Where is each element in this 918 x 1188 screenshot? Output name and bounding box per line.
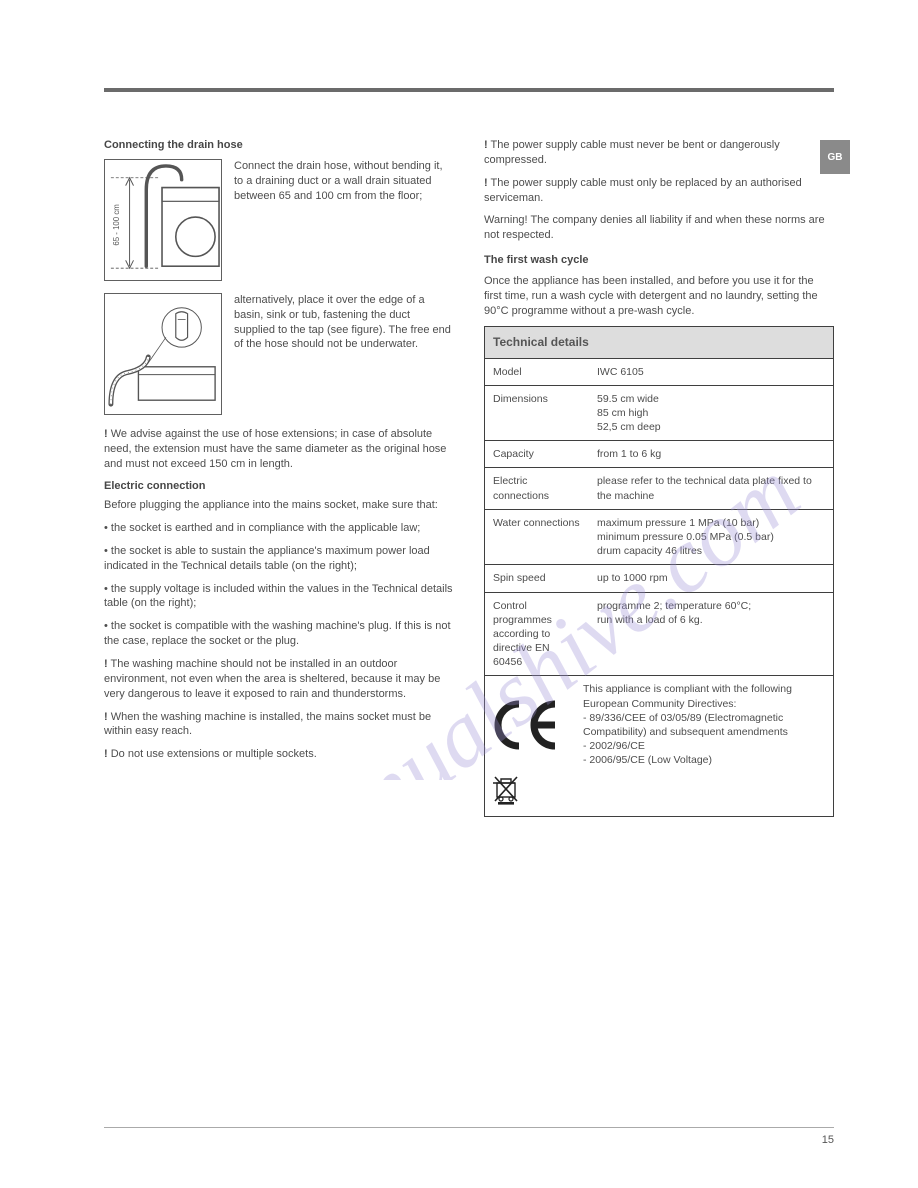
table-key: Water connections — [485, 510, 589, 565]
language-tab: GB — [820, 140, 850, 174]
elec-bullet-2: • the supply voltage is included within … — [104, 582, 454, 612]
warn-extension-text: We advise against the use of hose extens… — [104, 428, 446, 470]
height-label: 65 - 100 cm — [112, 204, 121, 246]
table-val: 59.5 cm wide 85 cm high 52,5 cm deep — [589, 386, 833, 441]
ce-mark-icon — [493, 698, 565, 752]
figure-2-row: alternatively, place it over the edge of… — [104, 293, 454, 415]
warn-cable-bent: ! The power supply cable must never be b… — [484, 138, 834, 168]
table-header: Technical details — [485, 327, 833, 358]
elec-bullet-0: • the socket is earthed and in complianc… — [104, 521, 454, 536]
warn-cable-replace: ! The power supply cable must only be re… — [484, 176, 834, 206]
elec-bullet-0-text: the socket is earthed and in compliance … — [111, 522, 420, 534]
figure-1-text: Connect the drain hose, without bending … — [234, 159, 454, 204]
table-val: programme 2; temperature 60°C; run with … — [589, 593, 833, 676]
figure-drain-height: 65 - 100 cm — [104, 159, 222, 281]
table-row: Water connectionsmaximum pressure 1 MPa … — [485, 510, 833, 566]
table-key: Capacity — [485, 441, 589, 467]
warn-cable-text: The power supply cable must only be repl… — [484, 177, 802, 204]
top-rule — [104, 88, 834, 92]
page-number: 15 — [822, 1134, 834, 1146]
elec-bullet-1: • the socket is able to sustain the appl… — [104, 544, 454, 574]
warn-noext-text: Do not use extensions or multiple socket… — [111, 748, 317, 760]
elec-bullet-1-text: the socket is able to sustain the applia… — [104, 545, 430, 572]
table-val: maximum pressure 1 MPa (10 bar) minimum … — [589, 510, 833, 565]
table-compliance-row: This appliance is compliant with the fol… — [485, 676, 833, 815]
right-column: ! The power supply cable must never be b… — [484, 138, 834, 817]
table-row: Electric connectionsplease refer to the … — [485, 468, 833, 509]
warn-outdoor-text: The washing machine should not be instal… — [104, 658, 440, 700]
weee-icon — [493, 773, 825, 809]
table-row: ModelIWC 6105 — [485, 359, 833, 386]
table-row: Spin speedup to 1000 rpm — [485, 565, 833, 592]
warn-extension: ! We advise against the use of hose exte… — [104, 427, 454, 472]
figure-drain-sink — [104, 293, 222, 415]
drain-hose-title: Connecting the drain hose — [104, 138, 454, 153]
electric-intro: Before plugging the appliance into the m… — [104, 498, 454, 513]
figure-1-row: 65 - 100 cm Connect the drain hose, with… — [104, 159, 454, 281]
table-val: please refer to the technical data plate… — [589, 468, 833, 508]
table-row: Control programmes according to directiv… — [485, 593, 833, 677]
figure-2-text: alternatively, place it over the edge of… — [234, 293, 454, 352]
electric-title: Electric connection — [104, 479, 454, 494]
table-key: Electric connections — [485, 468, 589, 508]
warn-warranty: Warning! The company denies all liabilit… — [484, 213, 834, 243]
table-row: Capacityfrom 1 to 6 kg — [485, 441, 833, 468]
warn-outdoor: ! The washing machine should not be inst… — [104, 657, 454, 702]
table-key: Model — [485, 359, 589, 385]
table-val: from 1 to 6 kg — [589, 441, 833, 467]
elec-bullet-3: • the socket is compatible with the wash… — [104, 619, 454, 649]
table-val: IWC 6105 — [589, 359, 833, 385]
table-key: Control programmes according to directiv… — [485, 593, 589, 676]
left-column: Connecting the drain hose — [104, 138, 454, 817]
elec-bullet-3-text: the socket is compatible with the washin… — [104, 620, 451, 647]
table-key: Dimensions — [485, 386, 589, 441]
compliance-text: This appliance is compliant with the fol… — [583, 682, 825, 767]
page-footer: 15 — [104, 1127, 834, 1146]
warn-socket-reach: ! When the washing machine is installed,… — [104, 710, 454, 740]
warn-bent-text: The power supply cable must never be ben… — [484, 139, 780, 166]
warn-socket-text: When the washing machine is installed, t… — [104, 711, 431, 738]
elec-bullet-2-text: the supply voltage is included within th… — [104, 583, 453, 610]
table-val: up to 1000 rpm — [589, 565, 833, 591]
technical-details-table: Technical details ModelIWC 6105 Dimensio… — [484, 326, 834, 816]
table-row: Dimensions59.5 cm wide 85 cm high 52,5 c… — [485, 386, 833, 442]
warn-no-ext: ! Do not use extensions or multiple sock… — [104, 747, 454, 762]
table-key: Spin speed — [485, 565, 589, 591]
first-wash-text: Once the appliance has been installed, a… — [484, 274, 834, 319]
first-wash-title: The first wash cycle — [484, 253, 834, 268]
